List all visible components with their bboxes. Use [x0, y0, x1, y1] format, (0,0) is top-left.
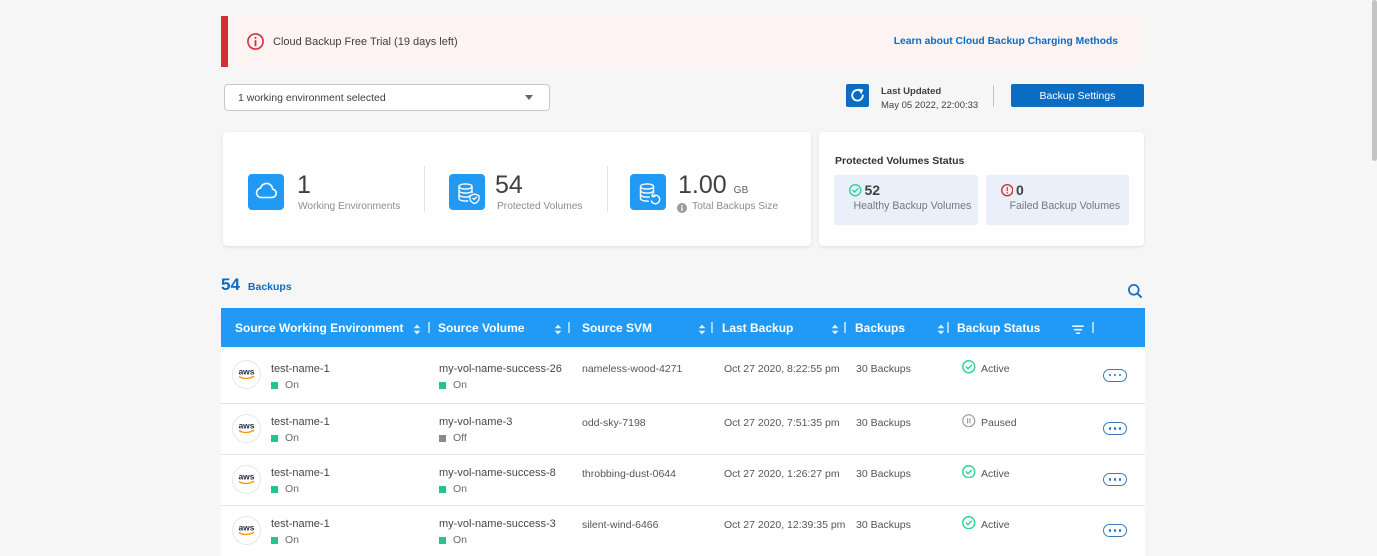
- svg-text:aws: aws: [238, 472, 254, 482]
- svg-text:aws: aws: [238, 367, 254, 377]
- svg-text:aws: aws: [238, 421, 254, 431]
- svg-text:aws: aws: [238, 523, 254, 533]
